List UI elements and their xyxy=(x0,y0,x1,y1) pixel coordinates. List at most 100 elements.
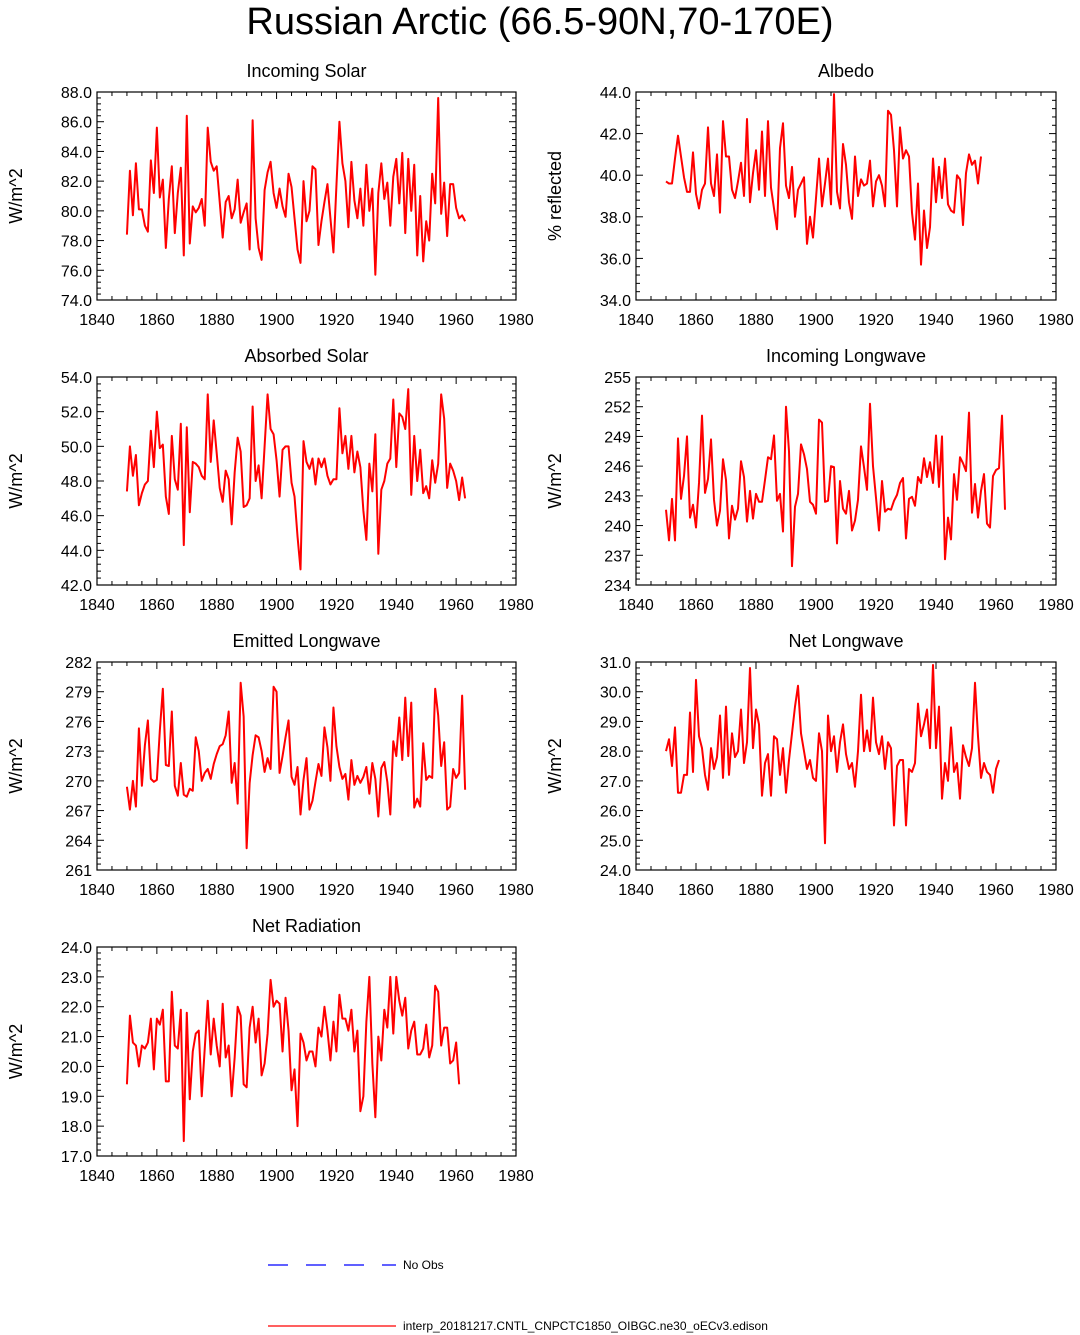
main-title: Russian Arctic (66.5-90N,70-170E) xyxy=(246,1,834,43)
y-tick-label: 17.0 xyxy=(61,1149,92,1166)
x-tick-label: 1940 xyxy=(918,882,954,899)
legend-model-label: interp_20181217.CNTL_CNPCTC1850_OIBGC.ne… xyxy=(403,1319,768,1333)
chart-title: Incoming Solar xyxy=(246,61,366,81)
legend: No Obs interp_20181217.CNTL_CNPCTC1850_O… xyxy=(0,1240,1080,1335)
y-tick-label: 78.0 xyxy=(61,234,92,251)
chart-title: Net Radiation xyxy=(252,916,361,936)
y-tick-label: 255 xyxy=(604,370,631,387)
y-tick-label: 88.0 xyxy=(61,85,92,102)
y-tick-label: 30.0 xyxy=(600,685,631,702)
x-tick-label: 1860 xyxy=(678,882,714,899)
y-tick-label: 276 xyxy=(65,714,92,731)
y-tick-label: 19.0 xyxy=(61,1089,92,1106)
plot-frame xyxy=(635,661,1057,871)
y-tick-label: 44.0 xyxy=(600,85,631,102)
y-tick-label: 44.0 xyxy=(61,543,92,560)
y-tick-label: 48.0 xyxy=(61,474,92,491)
x-tick-label: 1980 xyxy=(498,882,534,899)
x-tick-label: 1900 xyxy=(798,597,834,614)
y-axis-label: W/m^2 xyxy=(6,738,26,793)
y-tick-label: 36.0 xyxy=(600,251,631,268)
y-tick-label: 23.0 xyxy=(61,970,92,987)
x-tick-label: 1920 xyxy=(858,312,894,329)
y-tick-label: 240 xyxy=(604,519,631,536)
x-tick-label: 1860 xyxy=(678,312,714,329)
x-tick-label: 1880 xyxy=(199,597,235,614)
y-tick-label: 249 xyxy=(604,429,631,446)
x-tick-label: 1980 xyxy=(498,597,534,614)
x-tick-label: 1940 xyxy=(378,882,414,899)
y-tick-label: 84.0 xyxy=(61,144,92,161)
legend-swatches xyxy=(268,1264,396,1327)
y-tick-label: 50.0 xyxy=(61,439,92,456)
x-tick-label: 1920 xyxy=(319,597,355,614)
series-line-model xyxy=(665,93,982,266)
y-tick-label: 243 xyxy=(604,489,631,506)
x-tick-label: 1860 xyxy=(678,597,714,614)
x-tick-label: 1980 xyxy=(1038,597,1074,614)
y-tick-label: 246 xyxy=(604,459,631,476)
y-tick-label: 46.0 xyxy=(61,509,92,526)
y-tick-label: 264 xyxy=(65,833,92,850)
x-tick-label: 1880 xyxy=(738,312,774,329)
x-tick-label: 1980 xyxy=(1038,882,1074,899)
y-axis-label: W/m^2 xyxy=(6,453,26,508)
y-tick-label: 282 xyxy=(65,655,92,672)
x-tick-label: 1960 xyxy=(978,312,1014,329)
y-axis-label: % reflected xyxy=(545,151,565,241)
y-tick-label: 29.0 xyxy=(600,714,631,731)
series-line-model xyxy=(125,681,467,850)
series-line-model xyxy=(665,402,1006,568)
series-line-model xyxy=(125,975,461,1143)
chart-panel-6: 1840 1860 1880 1900 1920 1940 1960 1980 24.0 25.0… xyxy=(545,631,1074,899)
series-line-model xyxy=(125,96,467,276)
x-tick-label: 1960 xyxy=(438,597,474,614)
y-tick-label: 21.0 xyxy=(61,1030,92,1047)
y-tick-label: 52.0 xyxy=(61,405,92,422)
y-tick-label: 24.0 xyxy=(600,863,631,880)
figure: 1840 1860 1880 1900 1920 1940 1960 1980 74.0 76.0… xyxy=(6,61,1074,1185)
x-tick-label: 1980 xyxy=(498,312,534,329)
x-tick-label: 1880 xyxy=(738,597,774,614)
x-tick-label: 1900 xyxy=(259,597,295,614)
x-tick-label: 1840 xyxy=(618,882,654,899)
x-tick-label: 1920 xyxy=(319,312,355,329)
y-tick-label: 18.0 xyxy=(61,1119,92,1136)
y-tick-label: 234 xyxy=(604,578,631,595)
y-axis-label: W/m^2 xyxy=(545,453,565,508)
y-tick-label: 20.0 xyxy=(61,1059,92,1076)
y-tick-label: 28.0 xyxy=(600,744,631,761)
x-tick-label: 1940 xyxy=(378,597,414,614)
chart-title: Emitted Longwave xyxy=(232,631,380,651)
y-axis-label: W/m^2 xyxy=(6,1024,26,1079)
y-tick-label: 261 xyxy=(65,863,92,880)
x-tick-label: 1980 xyxy=(498,1168,534,1185)
x-tick-label: 1960 xyxy=(438,1168,474,1185)
x-tick-label: 1920 xyxy=(858,597,894,614)
x-tick-label: 1900 xyxy=(259,1168,295,1185)
x-tick-label: 1860 xyxy=(139,312,175,329)
plot-frame xyxy=(96,376,517,586)
x-tick-label: 1840 xyxy=(79,312,115,329)
chart-panel-2: 1840 1860 1880 1900 1920 1940 1960 1980 34.0 36.0… xyxy=(545,61,1074,329)
x-tick-label: 1920 xyxy=(319,882,355,899)
chart-panel-7: 1840 1860 1880 1900 1920 1940 1960 1980 17.0 18.0… xyxy=(6,916,534,1185)
y-tick-label: 24.0 xyxy=(61,940,92,957)
x-tick-label: 1960 xyxy=(438,312,474,329)
chart-title: Absorbed Solar xyxy=(244,346,368,366)
x-tick-label: 1880 xyxy=(199,312,235,329)
x-tick-label: 1940 xyxy=(918,312,954,329)
chart-panel-5: 1840 1860 1880 1900 1920 1940 1960 1980 261 264 26… xyxy=(6,631,534,899)
y-tick-label: 25.0 xyxy=(600,833,631,850)
x-tick-label: 1900 xyxy=(798,882,834,899)
chart-panel-4: 1840 1860 1880 1900 1920 1940 1960 1980 234 237 24… xyxy=(545,346,1074,614)
series-line-model xyxy=(665,663,1000,845)
x-tick-label: 1880 xyxy=(199,882,235,899)
chart-panel-3: 1840 1860 1880 1900 1920 1940 1960 1980 42.0 44.0… xyxy=(6,346,534,614)
y-tick-label: 273 xyxy=(65,744,92,761)
y-tick-label: 54.0 xyxy=(61,370,92,387)
y-tick-label: 38.0 xyxy=(600,210,631,227)
x-tick-label: 1880 xyxy=(199,1168,235,1185)
x-tick-label: 1840 xyxy=(79,597,115,614)
x-tick-label: 1960 xyxy=(438,882,474,899)
